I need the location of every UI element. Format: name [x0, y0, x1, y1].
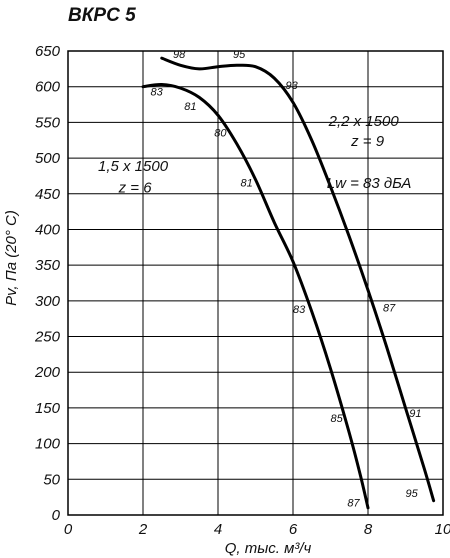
curve-annotation: z = 9	[350, 133, 385, 150]
x-axis-label: Q, тыс. м³/ч	[225, 540, 312, 557]
efficiency-label: 83	[151, 86, 164, 98]
y-tick-label: 500	[35, 150, 61, 167]
x-tick-label: 10	[435, 521, 450, 538]
y-tick-label: 300	[35, 293, 61, 310]
y-tick-label: 600	[35, 79, 61, 96]
efficiency-label: 85	[331, 413, 344, 425]
y-tick-label: 650	[35, 43, 61, 60]
y-tick-label: 550	[35, 114, 61, 131]
efficiency-label: 98	[173, 49, 186, 61]
efficiency-label: 81	[184, 101, 196, 113]
y-tick-label: 350	[35, 257, 61, 274]
efficiency-labels: 83 81 80 81 83 85 87 98 95 93 87 91 95	[151, 49, 422, 509]
y-axis-label: Pv, Па (20° С)	[3, 210, 20, 306]
efficiency-label: 87	[347, 497, 360, 509]
y-tick-label: 150	[35, 400, 61, 417]
curve-annotation: z = 6	[118, 179, 153, 196]
efficiency-label: 93	[286, 80, 299, 92]
y-tick-label: 50	[43, 471, 60, 488]
fan-curves	[141, 56, 436, 510]
efficiency-label: 87	[383, 303, 396, 315]
efficiency-label: 80	[214, 128, 227, 140]
curve-annotation: Lw = 83 дБА	[327, 175, 412, 192]
chart-title: ВКРС 5	[68, 5, 136, 26]
y-tick-label: 200	[34, 364, 61, 381]
x-tick-label: 4	[214, 521, 222, 538]
y-tick-label: 450	[35, 186, 61, 203]
efficiency-label: 81	[241, 178, 253, 190]
x-tick-label: 8	[364, 521, 373, 538]
efficiency-label: 95	[406, 488, 419, 500]
x-tick-label: 0	[64, 521, 73, 538]
grid	[67, 50, 444, 516]
x-tick-label: 2	[138, 521, 148, 538]
efficiency-label: 83	[293, 304, 306, 316]
y-tick-label: 250	[34, 329, 61, 346]
y-tick-label: 400	[35, 221, 61, 238]
y-tick-labels: 0 50 100 150 200 250 300 350 400 450 500 550 600 650	[34, 43, 61, 524]
curve-annotation: 2,2 x 1500	[328, 113, 400, 130]
curve-series-1	[141, 83, 370, 510]
annotations: 1,5 x 1500 z = 6 2,2 x 1500 z = 9 Lw = 83 дБ…	[98, 113, 411, 196]
x-tick-label: 6	[289, 521, 298, 538]
plot-frame	[67, 50, 444, 516]
y-tick-label: 100	[35, 436, 61, 453]
y-tick-label: 0	[52, 507, 61, 524]
efficiency-label: 95	[233, 49, 246, 61]
efficiency-label: 91	[409, 408, 421, 420]
curve-series-2	[160, 56, 436, 503]
curve-annotation: 1,5 x 1500	[98, 158, 169, 175]
x-tick-labels: 0 2 4 6 8 10	[64, 521, 450, 538]
